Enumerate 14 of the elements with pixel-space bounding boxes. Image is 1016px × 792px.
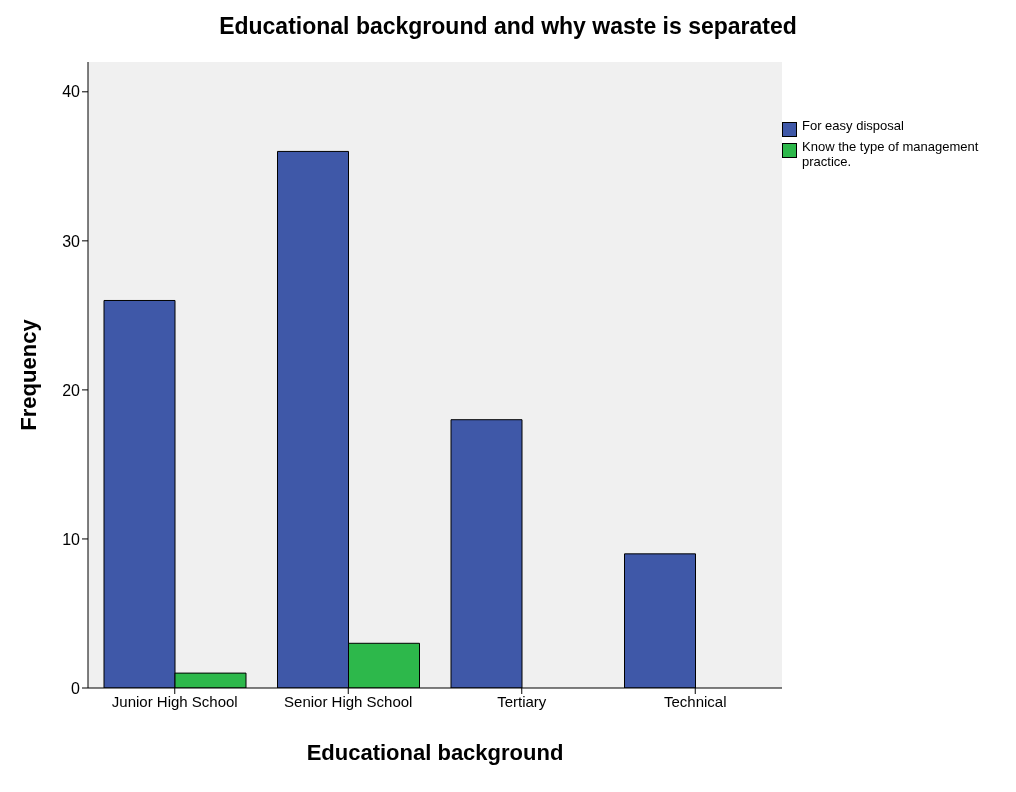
chart-title: Educational background and why waste is separated [218,12,798,41]
y-tick-label: 20 [62,381,81,399]
y-tick-label: 40 [62,83,81,101]
x-tick-label: Technical [663,692,727,710]
y-tick-label: 0 [71,679,81,697]
y-tick-label: 30 [62,232,81,250]
x-tick-label: Junior High School [111,692,238,710]
y-tick-label: 10 [62,530,81,548]
legend-label: For easy disposal [802,118,905,133]
y-axis-title: Frequency [15,318,41,431]
x-axis-title: Educational background [306,740,564,765]
x-tick-label: Senior High School [284,692,413,710]
legend-label: Know the type of management practice. [802,139,980,169]
x-tick-label: Tertiary [497,692,547,710]
